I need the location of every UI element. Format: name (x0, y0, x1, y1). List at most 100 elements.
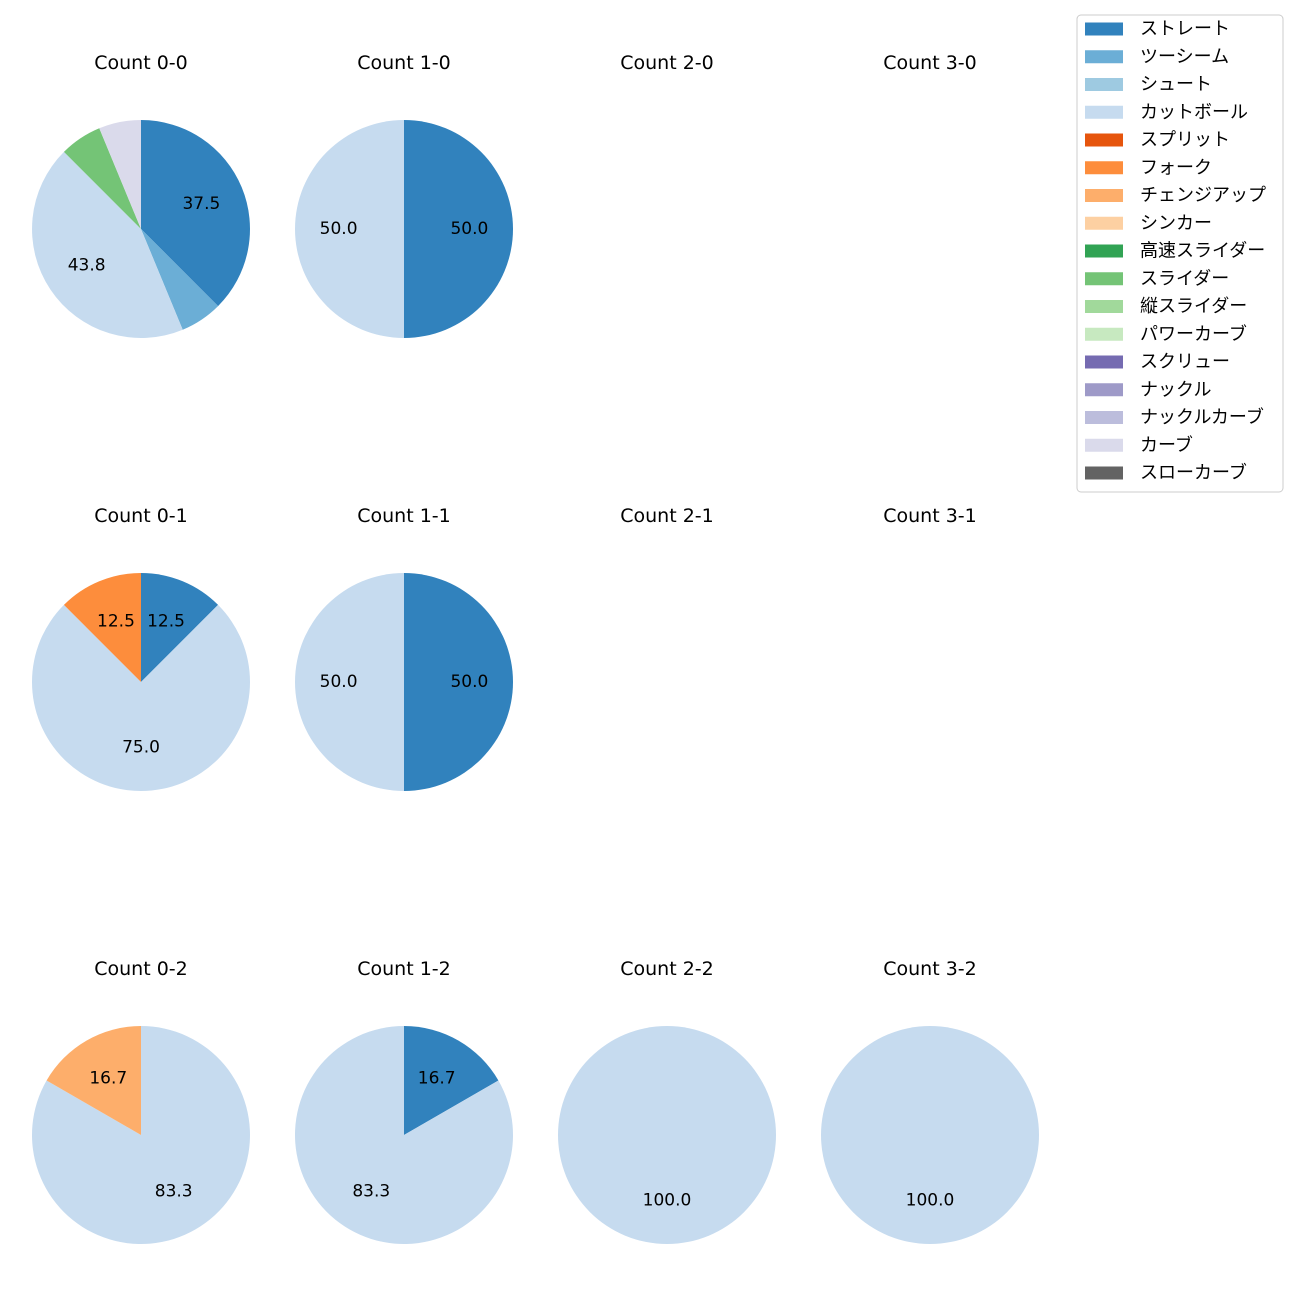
pie-slice-label: 12.5 (147, 612, 185, 632)
legend-item: ナックル (1085, 379, 1211, 400)
pie-slice-label: 100.0 (906, 1190, 955, 1210)
legend-item: フォーク (1085, 157, 1212, 178)
legend-label: シンカー (1140, 213, 1212, 234)
pie-slice-label: 12.5 (97, 612, 135, 632)
pie-slice (295, 1026, 514, 1244)
legend-swatch (1085, 22, 1123, 36)
pie-slice-label: 75.0 (122, 737, 160, 757)
legend-item: パワーカーブ (1085, 323, 1247, 345)
legend-swatch (1085, 355, 1123, 369)
pie-slice-label: 50.0 (320, 219, 358, 239)
legend-swatch (1085, 161, 1123, 175)
pie-chart: Count 0-1 12.5 75.0 12.5 (32, 505, 251, 792)
legend-item: 高速スライダー (1085, 241, 1265, 262)
legend-item: ナックルカーブ (1085, 406, 1264, 428)
legend-item: スプリット (1085, 130, 1230, 151)
pie-title: Count 0-0 (94, 52, 188, 74)
legend-label: カットボール (1140, 102, 1248, 123)
pie-chart: Count 1-1 50.0 50.0 (295, 505, 513, 791)
legend-label: パワーカーブ (1140, 323, 1247, 345)
legend-swatch (1085, 438, 1123, 452)
pie-slice-label: 83.3 (155, 1182, 193, 1202)
pie-slice (141, 120, 250, 307)
legend-item: カットボール (1085, 102, 1248, 123)
legend-swatch (1085, 466, 1123, 480)
legend-label: ナックルカーブ (1140, 406, 1264, 428)
pie-slice (404, 120, 513, 338)
legend-item: 縦スライダー (1085, 296, 1247, 317)
legend-item: シュート (1085, 74, 1212, 95)
pie-title: Count 2-1 (620, 505, 714, 527)
pie-chart: Count 2-1 (620, 505, 714, 527)
pie-chart: Count 2-0 (620, 52, 714, 74)
pie-title: Count 3-2 (883, 958, 977, 980)
legend-label: シュート (1140, 74, 1212, 95)
legend-label: ツーシーム (1140, 46, 1229, 67)
pie-slice-label: 50.0 (450, 219, 488, 239)
legend-label: 高速スライダー (1140, 241, 1265, 262)
pie-slice (295, 573, 404, 791)
pie-slice-label: 16.7 (89, 1068, 127, 1088)
legend-label: 縦スライダー (1140, 296, 1247, 317)
pie-title: Count 2-2 (620, 958, 714, 980)
legend-swatch (1085, 300, 1123, 313)
pie-chart: Count 3-1 (883, 505, 977, 527)
legend-item: スローカーブ (1085, 462, 1247, 484)
legend-item: スクリュー (1085, 352, 1230, 373)
pie-title: Count 3-1 (883, 505, 977, 527)
pie-slice (404, 573, 513, 791)
pie-slice-label: 83.3 (352, 1182, 390, 1202)
pie-slice-label: 16.7 (418, 1068, 456, 1088)
pie-slice (141, 573, 219, 682)
pie-title: Count 0-2 (94, 958, 188, 980)
pie-slice-label: 50.0 (450, 672, 488, 692)
legend-item: ストレート (1085, 19, 1230, 40)
legend-swatch (1085, 411, 1123, 424)
legend-item: チェンジアップ (1085, 185, 1266, 206)
legend-label: スプリット (1140, 130, 1230, 151)
legend-item: スライダー (1085, 268, 1229, 289)
legend-swatch (1085, 272, 1123, 286)
pie-slice (31, 1026, 250, 1244)
pie-title: Count 0-1 (94, 505, 188, 527)
pie-slice-label: 37.5 (182, 194, 220, 214)
legend-swatch (1085, 50, 1123, 64)
pie-chart: Count 3-2 100.0 (821, 958, 1039, 1244)
legend-label: スライダー (1140, 268, 1229, 289)
pie-slice (63, 573, 141, 682)
legend-swatch (1085, 133, 1123, 147)
legend-swatch (1085, 216, 1123, 230)
pie-chart: Count 0-0 37.5 43.8 (32, 52, 250, 338)
legend-swatch (1085, 327, 1123, 341)
pie-chart: Count 2-2 100.0 (558, 958, 776, 1244)
pie-slice (821, 1026, 1039, 1244)
legend-swatch (1085, 244, 1123, 258)
pie-slice (99, 120, 141, 229)
legend-frame (1076, 14, 1284, 493)
pie-slice (32, 604, 251, 792)
pie-chart: Count 1-2 16.7 83.3 (295, 958, 514, 1244)
pie-slice (63, 128, 141, 229)
pie-title: Count 3-0 (883, 52, 977, 74)
pie-slice-label: 100.0 (643, 1190, 692, 1210)
pie-title: Count 1-1 (357, 505, 451, 527)
pie-title: Count 2-0 (620, 52, 714, 74)
pie-chart: Count 0-2 83.3 16.7 (31, 958, 250, 1244)
pie-slice-label: 43.8 (68, 255, 106, 275)
pie-slice (404, 1026, 499, 1135)
legend-label: ストレート (1140, 19, 1230, 40)
legend-label: スクリュー (1140, 352, 1230, 373)
legend-item: ツーシーム (1085, 46, 1229, 67)
legend-label: ナックル (1140, 379, 1211, 400)
pie-slice (141, 229, 219, 330)
legend-item: カーブ (1085, 434, 1193, 456)
legend-label: スローカーブ (1140, 462, 1247, 484)
pie-chart: Count 3-0 (883, 52, 977, 74)
pie-title: Count 1-0 (357, 52, 451, 74)
pie-slice (558, 1026, 776, 1244)
legend-label: チェンジアップ (1140, 185, 1266, 206)
legend-item: シンカー (1085, 213, 1212, 234)
pie-slice (295, 120, 404, 338)
legend-label: カーブ (1140, 434, 1193, 456)
legend: ストレートツーシームシュートカットボールスプリットフォークチェンジアップシンカー… (1076, 14, 1284, 493)
